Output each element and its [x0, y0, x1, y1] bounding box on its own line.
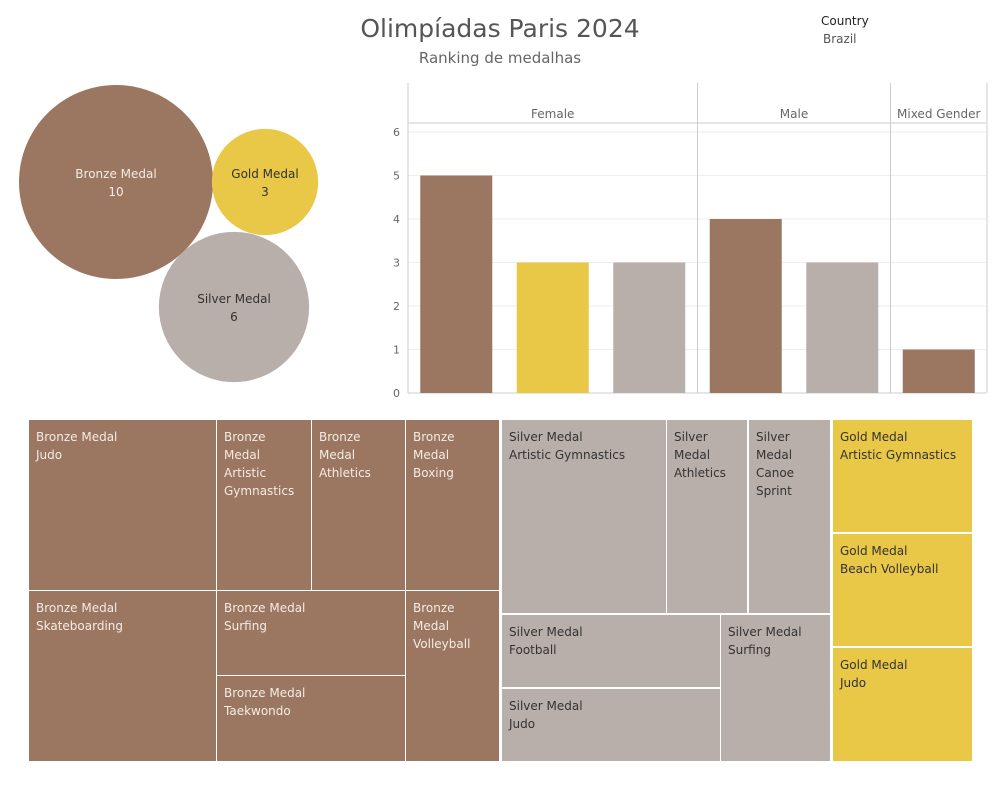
- tile-sport-label: Artistic Gymnastics: [224, 466, 295, 498]
- bubble-value-silver: 6: [230, 310, 238, 324]
- y-tick-label: 0: [393, 387, 400, 400]
- treemap-tile[interactable]: Bronze Medal Athletics: [312, 420, 405, 590]
- tile-sport-label: Judo: [509, 717, 536, 731]
- bar-silver[interactable]: [806, 262, 879, 394]
- tile-medal-label: Bronze Medal: [413, 601, 455, 633]
- tile-medal-label: Gold Medal: [840, 430, 908, 444]
- treemap-tile[interactable]: Silver Medal Artistic Gymnastics: [502, 420, 666, 613]
- tile-sport-label: Football: [509, 643, 557, 657]
- tile-medal-label: Bronze Medal: [224, 686, 306, 700]
- tile-sport-label: Surfing: [728, 643, 771, 657]
- treemap-tile[interactable]: Gold Medal Artistic Gymnastics: [833, 420, 972, 532]
- treemap-tile[interactable]: Silver Medal Athletics: [667, 420, 747, 613]
- bubble-value-bronze: 10: [108, 185, 123, 199]
- tile-medal-label: Bronze Medal: [224, 430, 266, 462]
- treemap-tile[interactable]: Gold Medal Judo: [833, 648, 972, 761]
- treemap-tile[interactable]: Bronze Medal Boxing: [406, 420, 499, 590]
- treemap-tile[interactable]: Silver Medal Football: [502, 615, 720, 687]
- panel-label: Female: [531, 107, 574, 121]
- bubble-bronze[interactable]: [19, 85, 213, 279]
- tile-sport-label: Boxing: [413, 466, 454, 480]
- tile-sport-label: Athletics: [319, 466, 371, 480]
- bubble-label-gold: Gold Medal: [231, 167, 298, 181]
- y-tick-label: 2: [393, 300, 400, 313]
- tile-medal-label: Silver Medal: [509, 430, 583, 444]
- bubble-silver[interactable]: [158, 231, 310, 383]
- tile-sport-label: Volleyball: [413, 637, 471, 651]
- treemap-tile[interactable]: Bronze Medal Judo: [29, 420, 216, 590]
- bubble-label-silver: Silver Medal: [197, 292, 271, 306]
- bubble-value-gold: 3: [261, 185, 269, 199]
- treemap-tile[interactable]: Bronze Medal Artistic Gymnastics: [217, 420, 311, 590]
- y-tick-label: 3: [393, 257, 400, 270]
- bubble-gold[interactable]: [211, 128, 319, 236]
- bar-silver[interactable]: [613, 262, 686, 394]
- bar-bronze[interactable]: [420, 175, 493, 394]
- bar-bronze[interactable]: [709, 219, 782, 393]
- tile-sport-label: Taekwondo: [224, 704, 291, 718]
- tile-sport-label: Beach Volleyball: [840, 562, 939, 576]
- treemap-tile[interactable]: Bronze Medal Taekwondo: [217, 676, 405, 761]
- treemap-tile[interactable]: Bronze Medal Volleyball: [406, 591, 499, 761]
- tile-medal-label: Gold Medal: [840, 658, 908, 672]
- country-filter-value[interactable]: Brazil: [823, 32, 857, 46]
- tile-medal-label: Silver Medal: [509, 699, 583, 713]
- tile-medal-label: Gold Medal: [840, 544, 908, 558]
- tile-sport-label: Canoe Sprint: [756, 466, 795, 498]
- panel-label: Mixed Gender: [897, 107, 981, 121]
- y-tick-label: 1: [393, 344, 400, 357]
- tile-sport-label: Judo: [840, 676, 867, 690]
- tile-sport-label: Artistic Gymnastics: [840, 448, 957, 462]
- y-tick-label: 4: [393, 213, 400, 226]
- bar-bronze[interactable]: [902, 349, 975, 394]
- bubble-chart: Bronze Medal 10 Gold Medal 3 Silver Medal 6: [19, 85, 319, 383]
- tile-medal-label: Silver Medal: [728, 625, 802, 639]
- tile-sport-label: Athletics: [674, 466, 726, 480]
- treemap-tile[interactable]: Gold Medal Beach Volleyball: [833, 534, 972, 646]
- y-tick-label: 5: [393, 170, 400, 183]
- y-tick-label: 6: [393, 126, 400, 139]
- treemap-tile[interactable]: Bronze Medal Surfing: [217, 591, 405, 675]
- treemap-tile[interactable]: Silver Medal Canoe Sprint: [749, 420, 830, 613]
- tile-medal-label: Bronze Medal: [224, 601, 306, 615]
- treemap-tile[interactable]: Silver Medal Surfing: [721, 615, 830, 761]
- tile-medal-label: Bronze Medal: [36, 430, 118, 444]
- tile-medal-label: Bronze Medal: [36, 601, 118, 615]
- tile-sport-label: Judo: [36, 448, 63, 462]
- tile-sport-label: Surfing: [224, 619, 267, 633]
- tile-medal-label: Bronze Medal: [319, 430, 361, 462]
- tile-medal-label: Bronze Medal: [413, 430, 455, 462]
- bar-gold[interactable]: [516, 262, 589, 394]
- page-subtitle: Ranking de medalhas: [418, 49, 582, 67]
- panel-label: Male: [780, 107, 808, 121]
- treemap-tile[interactable]: Silver Medal Judo: [502, 689, 720, 761]
- bubble-label-bronze: Bronze Medal: [75, 167, 156, 181]
- treemap-tile[interactable]: Bronze Medal Skateboarding: [29, 591, 216, 761]
- tile-medal-label: Silver Medal: [509, 625, 583, 639]
- country-filter-label: Country: [821, 14, 869, 28]
- tile-sport-label: Artistic Gymnastics: [509, 448, 626, 462]
- tile-medal-label: Silver Medal: [756, 430, 793, 462]
- tile-sport-label: Skateboarding: [36, 619, 124, 633]
- bar-chart: 0 1 2 3 4 5 6 Female Male Mixed Gender: [393, 83, 988, 400]
- tile-medal-label: Silver Medal: [674, 430, 711, 462]
- page-title: Olimpíadas Paris 2024: [360, 14, 640, 43]
